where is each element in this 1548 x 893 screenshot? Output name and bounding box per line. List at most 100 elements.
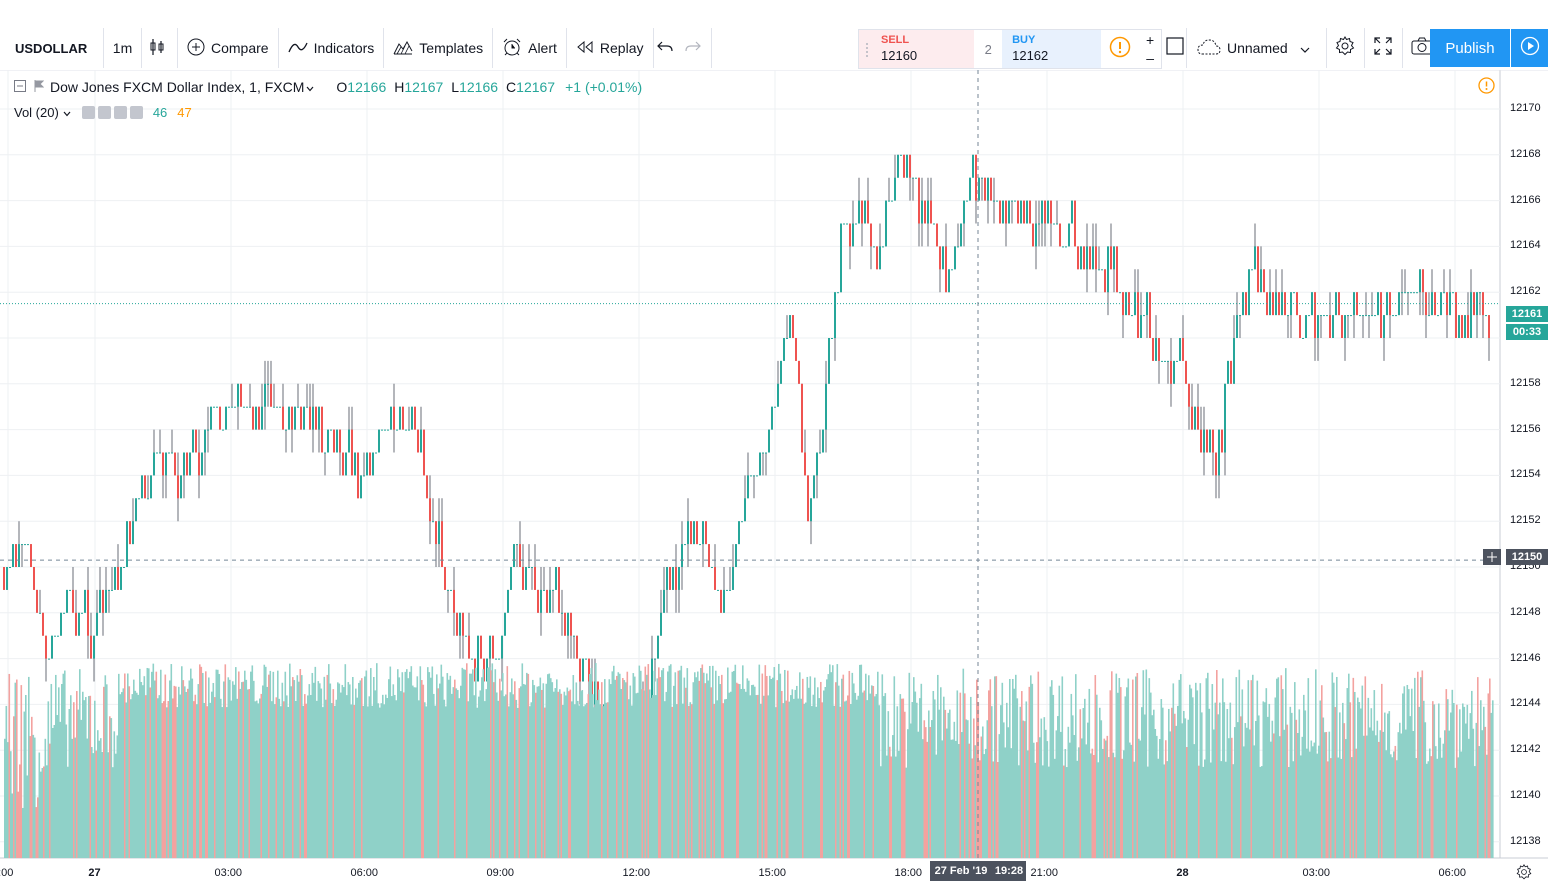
compare-button[interactable]: Compare [178,28,279,68]
sell-button[interactable]: SELL 12160 [859,30,975,68]
volume-bar [1177,705,1179,858]
candle-body [672,567,674,590]
candle-body [147,498,149,500]
alert-button[interactable]: Alert [493,28,567,68]
volume-bar [1037,671,1040,858]
close-value: 12167 [516,79,556,95]
volume-bar [733,670,735,858]
candle-body [927,200,929,224]
volume-bar [26,775,29,858]
volume-bar [502,673,504,858]
drag-handle-icon[interactable] [865,42,869,58]
chevron-down-icon[interactable] [63,105,71,120]
axis-settings-button[interactable] [1516,864,1532,885]
eye-icon[interactable] [81,105,95,119]
candle-body [135,498,137,522]
redo-button[interactable] [682,28,712,68]
volume-bar [607,702,609,858]
candle-body [1089,246,1091,270]
chevron-down-icon[interactable] [306,79,314,95]
volume-bar [304,694,306,858]
volume-bar [410,666,413,858]
indicators-button[interactable]: Indicators [279,28,385,68]
close-icon[interactable] [129,105,143,119]
candle-body [1374,315,1376,317]
volume-bar [551,682,554,858]
volume-bar [682,703,684,858]
info-button[interactable] [1101,30,1139,68]
volume-bar [1265,688,1268,858]
quantity-stepper[interactable]: + – [1139,30,1161,68]
volume-bar [1339,712,1341,858]
volume-bar [1273,733,1275,858]
volume-bar [697,671,699,858]
volume-bar [194,694,197,858]
volume-bar [650,697,653,858]
volume-bar [890,756,893,858]
volume-bar [847,695,849,858]
candle-body [804,452,806,476]
volume-ma-value: 47 [177,104,192,120]
volume-bar [1234,727,1236,858]
candle-body [1071,200,1073,224]
volume-bar [247,689,249,858]
volume-bar [152,663,155,858]
price-chart[interactable] [0,70,1548,893]
volume-bar [338,683,341,858]
symbol-search-button[interactable]: USDOLLAR [6,28,104,68]
replay-play-button[interactable] [1511,29,1548,67]
volume-bar [442,676,444,858]
gear-icon[interactable] [97,105,111,119]
volume-bar [358,682,360,858]
templates-button[interactable]: Templates [384,28,494,68]
candle-body [144,475,146,499]
symbol-description[interactable]: Dow Jones FXCM Dollar Index, 1, FXCM [50,79,305,95]
undo-button[interactable] [654,28,682,68]
select-area-button[interactable] [1163,28,1187,68]
candle-body [525,567,527,590]
price-tick-label: 12148 [1510,605,1541,618]
layout-button[interactable]: Unnamed [1187,28,1327,68]
volume-bar [1403,686,1406,858]
volume-bar [1052,694,1055,858]
chart-type-button[interactable] [142,28,178,68]
volume-bar [292,677,294,858]
buy-button[interactable]: BUY 12162 [1002,30,1102,68]
qty-plus-button[interactable]: + [1146,32,1155,48]
volume-bar [269,670,272,858]
volume-bar [1340,758,1343,858]
candle-body [684,544,686,546]
candle-body [495,658,497,660]
candle-body [1017,200,1019,224]
volume-bar [1460,751,1463,858]
candle-body [888,200,890,202]
volume-bar [464,669,467,858]
candle-body [78,612,80,636]
volume-bar [331,703,333,858]
volume-bar [433,693,435,858]
volume-bar [118,673,120,858]
volume-bar [722,703,725,858]
volume-bar [967,720,969,858]
volume-bar [1385,750,1388,858]
settings-button[interactable] [1327,28,1365,68]
volume-bar [107,752,110,858]
volume-bar [1451,689,1454,858]
qty-minus-button[interactable]: – [1146,50,1154,66]
collapse-legend-icon[interactable] [14,79,26,95]
volume-bar [728,692,731,858]
volume-bar [874,696,876,858]
interval-button[interactable]: 1m [104,28,142,68]
data-warning-icon[interactable] [1478,77,1495,99]
fullscreen-button[interactable] [1365,28,1403,68]
indicators-label: Indicators [313,40,375,56]
add-order-icon[interactable] [1483,549,1501,565]
more-icon[interactable] [113,105,127,119]
publish-button[interactable]: Publish [1430,29,1510,67]
replay-button[interactable]: Replay [567,28,654,68]
candle-body [669,567,671,590]
chart-area[interactable] [0,70,1548,893]
volume-indicator-name[interactable]: Vol (20) [14,104,59,120]
volume-bar [1435,746,1437,858]
volume-bar [389,666,392,858]
